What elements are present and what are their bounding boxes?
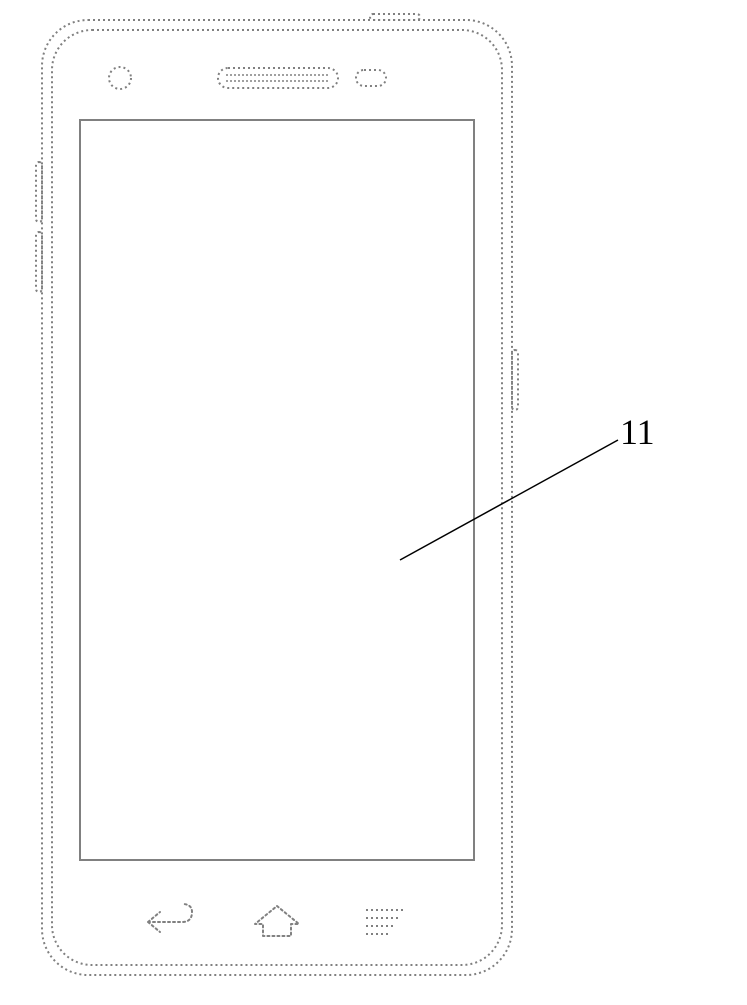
top-button — [370, 14, 420, 20]
phone-outer-body — [42, 20, 512, 975]
callout-leader-line — [400, 440, 618, 560]
figure-canvas: 11 — [0, 0, 747, 1000]
earpiece-speaker — [218, 68, 338, 88]
nav-back-icon — [148, 904, 192, 932]
proximity-sensor — [356, 70, 386, 86]
phone-inner-body — [52, 30, 502, 965]
nav-home-icon — [255, 906, 299, 936]
front-camera — [109, 67, 131, 89]
screen — [80, 120, 474, 860]
phone-diagram-svg — [0, 0, 747, 1000]
callout-label-11: 11 — [620, 411, 655, 453]
